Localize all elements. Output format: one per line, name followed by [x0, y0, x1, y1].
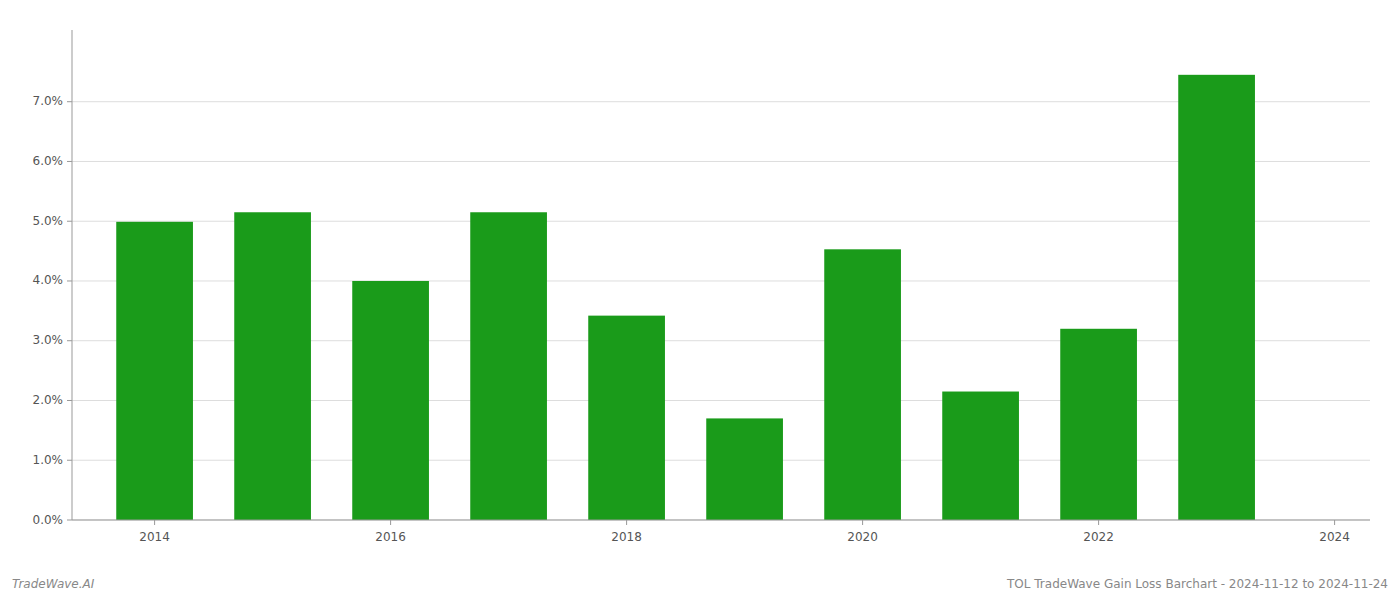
- x-tick-label: 2014: [139, 530, 170, 544]
- chart-container: 0.0% 1.0% 2.0% 3.0% 4.0% 5.0% 6.0% 7.0% 2014 2016…: [0, 0, 1400, 600]
- x-axis: 2014 2016 2018 2020 2022 2024: [139, 520, 1350, 544]
- y-tick: [67, 460, 72, 461]
- y-axis: 0.0% 1.0% 2.0% 3.0% 4.0% 5.0% 6.0% 7.0%: [33, 94, 1371, 526]
- bar: [234, 212, 311, 520]
- bars: [116, 75, 1255, 520]
- y-tick: [67, 280, 72, 281]
- annotation: TOL TradeWave Gain Loss Barchart - 2024-…: [1006, 577, 1388, 591]
- x-tick-label: 2018: [611, 530, 642, 544]
- y-axis-line: [72, 30, 73, 520]
- x-axis-line: [72, 520, 1370, 521]
- background: [0, 0, 1400, 600]
- x-tick-label: 2020: [847, 530, 878, 544]
- chart-svg: 0.0% 1.0% 2.0% 3.0% 4.0% 5.0% 6.0% 7.0% 2014 2016…: [0, 0, 1400, 600]
- y-tick: [67, 520, 72, 521]
- x-tick-label: 2024: [1319, 530, 1350, 544]
- x-tick: [154, 520, 155, 525]
- bar: [706, 418, 783, 520]
- bar: [942, 392, 1019, 520]
- x-tick: [862, 520, 863, 525]
- grid-line: [72, 101, 1370, 102]
- y-tick-label: 3.0%: [33, 333, 64, 347]
- bar: [1060, 329, 1137, 520]
- x-tick-label: 2022: [1083, 530, 1114, 544]
- bar: [1178, 75, 1255, 520]
- y-tick: [67, 101, 72, 102]
- y-tick: [67, 400, 72, 401]
- annotation: TradeWave.AI: [12, 577, 95, 591]
- bar: [588, 316, 665, 520]
- y-tick-label: 2.0%: [33, 393, 64, 407]
- grid-line: [72, 520, 1370, 521]
- x-tick: [390, 520, 391, 525]
- bar: [352, 281, 429, 520]
- x-tick: [1098, 520, 1099, 525]
- y-tick-label: 5.0%: [33, 214, 64, 228]
- grid-line: [72, 161, 1370, 162]
- x-tick-label: 2016: [375, 530, 406, 544]
- y-tick-label: 7.0%: [33, 94, 64, 108]
- x-tick: [626, 520, 627, 525]
- y-tick: [67, 221, 72, 222]
- y-tick: [67, 161, 72, 162]
- bar: [824, 249, 901, 520]
- bar: [116, 222, 193, 520]
- y-tick: [67, 340, 72, 341]
- x-tick: [1334, 520, 1335, 525]
- y-tick-label: 4.0%: [33, 273, 64, 287]
- bar: [470, 212, 547, 520]
- y-tick-label: 6.0%: [33, 154, 64, 168]
- y-tick-label: 0.0%: [33, 513, 64, 527]
- y-tick-label: 1.0%: [33, 453, 64, 467]
